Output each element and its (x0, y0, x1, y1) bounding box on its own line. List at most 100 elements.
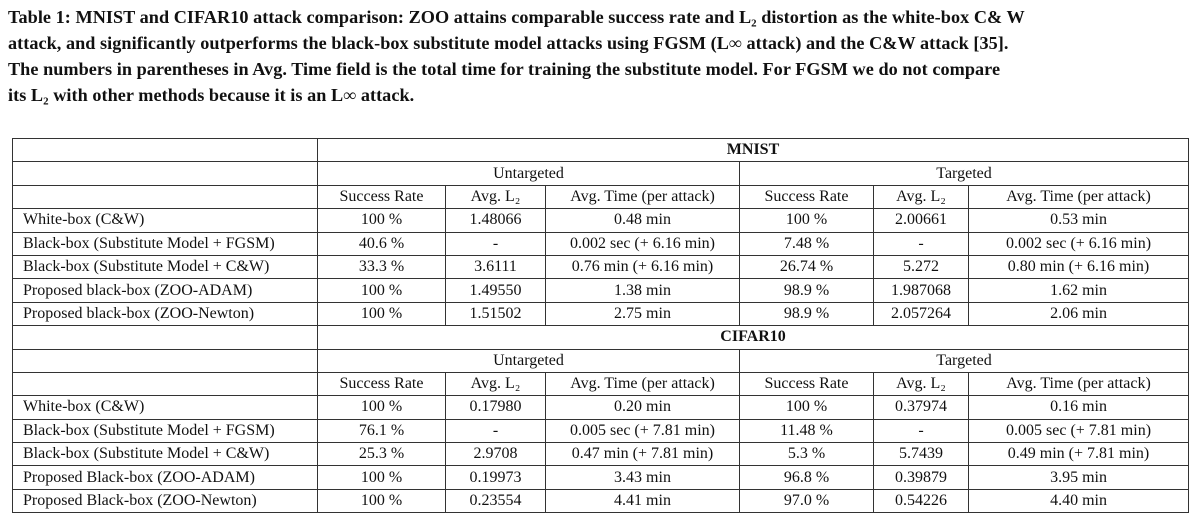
cell-u-sr: 25.3 % (317, 442, 446, 467)
table-row: White-box (C&W) 100 % 0.17980 0.20 min 100 %… (12, 395, 1190, 420)
column-header-success-rate: Success Rate (739, 184, 874, 210)
cell-t-sr: 97.0 % (739, 488, 874, 514)
method-label: Proposed Black-box (ZOO-Newton) (12, 488, 318, 514)
column-header-row: Success Rate Avg. L₂ Avg. Time (per attack… (12, 371, 1190, 397)
empty-cell (12, 325, 318, 350)
cell-u-sr: 76.1 % (317, 418, 446, 444)
cell-u-time: 0.76 min (+ 6.16 min) (545, 254, 740, 280)
section-title-row: CIFAR10 (12, 325, 1190, 350)
cell-u-sr: 40.6 % (317, 231, 446, 256)
targeted-header: Targeted (738, 348, 1190, 373)
group-header-row: Untargeted Targeted (12, 348, 1190, 373)
cell-t-time: 0.49 min (+ 7.81 min) (967, 442, 1190, 467)
results-table: MNIST Untargeted Targeted Success Rate Avg. … (12, 137, 1190, 514)
cell-t-time: 0.16 min (967, 395, 1190, 420)
cell-t-l2: 0.39879 (873, 465, 969, 490)
section-title-row: MNIST (12, 137, 1190, 163)
untargeted-header: Untargeted (317, 161, 740, 186)
column-header-row: Success Rate Avg. L₂ Avg. Time (per attack… (12, 184, 1190, 210)
targeted-header: Targeted (738, 161, 1190, 186)
empty-cell (12, 161, 318, 186)
cell-t-sr: 100 % (739, 208, 874, 233)
section-title: MNIST (316, 137, 1190, 163)
cell-u-time: 0.48 min (545, 208, 740, 233)
cell-u-time: 0.47 min (+ 7.81 min) (545, 442, 740, 467)
column-header-avg-time: Avg. Time (per attack) (967, 184, 1190, 210)
cell-t-time: 0.53 min (967, 208, 1190, 233)
method-label: Black-box (Substitute Model + FGSM) (12, 231, 318, 256)
cell-u-sr: 33.3 % (317, 254, 446, 280)
table-row: Black-box (Substitute Model + C&W) 25.3 %… (12, 442, 1190, 467)
method-label: Black-box (Substitute Model + C&W) (12, 254, 318, 280)
cell-t-time: 2.06 min (967, 301, 1190, 327)
cell-u-l2: 2.9708 (445, 442, 546, 467)
column-header-avg-time: Avg. Time (per attack) (545, 184, 740, 210)
cell-u-l2: 1.48066 (445, 208, 546, 233)
cell-u-l2: 0.17980 (445, 395, 546, 420)
caption-line: its L₂ with other methods because it is … (8, 85, 415, 105)
cell-t-l2: - (873, 231, 969, 256)
cell-t-l2: 0.54226 (873, 488, 969, 514)
table-row: Proposed black-box (ZOO-Newton) 100 % 1.51… (12, 301, 1190, 327)
method-label: Black-box (Substitute Model + C&W) (12, 442, 318, 467)
cell-u-time: 4.41 min (545, 488, 740, 514)
table-row: White-box (C&W) 100 % 1.48066 0.48 min 100 %… (12, 208, 1190, 233)
cell-t-sr: 98.9 % (739, 278, 874, 303)
empty-cell (12, 371, 318, 397)
column-header-avg-l2: Avg. L₂ (445, 371, 546, 397)
cell-t-time: 3.95 min (967, 465, 1190, 490)
cell-u-sr: 100 % (317, 208, 446, 233)
untargeted-header: Untargeted (317, 348, 740, 373)
cell-t-sr: 98.9 % (739, 301, 874, 327)
cell-u-time: 2.75 min (545, 301, 740, 327)
results-table-body: MNIST Untargeted Targeted Success Rate Avg. … (12, 137, 1190, 514)
column-header-avg-l2: Avg. L₂ (873, 184, 969, 210)
method-label: Proposed Black-box (ZOO-ADAM) (12, 465, 318, 490)
cell-u-time: 0.005 sec (+ 7.81 min) (545, 418, 740, 444)
cell-u-l2: 0.23554 (445, 488, 546, 514)
cell-u-time: 1.38 min (545, 278, 740, 303)
caption-line: The numbers in parentheses in Avg. Time … (8, 59, 1001, 79)
empty-cell (12, 184, 318, 210)
cell-t-sr: 26.74 % (739, 254, 874, 280)
cell-t-time: 1.62 min (967, 278, 1190, 303)
method-label: White-box (C&W) (12, 208, 318, 233)
cell-u-sr: 100 % (317, 488, 446, 514)
cell-u-sr: 100 % (317, 301, 446, 327)
cell-u-time: 0.002 sec (+ 6.16 min) (545, 231, 740, 256)
cell-t-time: 0.002 sec (+ 6.16 min) (967, 231, 1190, 256)
cell-u-sr: 100 % (317, 395, 446, 420)
column-header-avg-l2: Avg. L₂ (873, 371, 969, 397)
cell-u-l2: 1.51502 (445, 301, 546, 327)
cell-t-time: 0.005 sec (+ 7.81 min) (967, 418, 1190, 444)
cell-u-l2: - (445, 231, 546, 256)
cell-t-sr: 5.3 % (739, 442, 874, 467)
cell-u-sr: 100 % (317, 465, 446, 490)
column-header-success-rate: Success Rate (317, 184, 446, 210)
cell-t-sr: 96.8 % (739, 465, 874, 490)
cell-t-l2: 5.7439 (873, 442, 969, 467)
column-header-avg-time: Avg. Time (per attack) (967, 371, 1190, 397)
cell-u-l2: - (445, 418, 546, 444)
cell-t-l2: 5.272 (873, 254, 969, 280)
group-header-row: Untargeted Targeted (12, 161, 1190, 186)
table-row: Proposed black-box (ZOO-ADAM) 100 % 1.4955… (12, 278, 1190, 303)
column-header-success-rate: Success Rate (739, 371, 874, 397)
table-row: Proposed Black-box (ZOO-ADAM) 100 % 0.1997… (12, 465, 1190, 490)
empty-cell (12, 348, 318, 373)
empty-cell (12, 137, 318, 163)
method-label: White-box (C&W) (12, 395, 318, 420)
caption-line: attack, and significantly outperforms th… (8, 33, 1009, 53)
cell-t-l2: 2.057264 (873, 301, 969, 327)
table-row: Black-box (Substitute Model + FGSM) 40.6 … (12, 231, 1190, 256)
cell-t-sr: 100 % (739, 395, 874, 420)
cell-t-l2: 0.37974 (873, 395, 969, 420)
cell-u-l2: 1.49550 (445, 278, 546, 303)
table-caption: Table 1: MNIST and CIFAR10 attack compar… (8, 4, 1188, 108)
column-header-avg-time: Avg. Time (per attack) (545, 371, 740, 397)
table-row: Black-box (Substitute Model + C&W) 33.3 %… (12, 254, 1190, 280)
table-row: Proposed Black-box (ZOO-Newton) 100 % 0.23… (12, 488, 1190, 514)
table-row: Black-box (Substitute Model + FGSM) 76.1 … (12, 418, 1190, 444)
cell-u-l2: 3.6111 (445, 254, 546, 280)
column-header-success-rate: Success Rate (317, 371, 446, 397)
